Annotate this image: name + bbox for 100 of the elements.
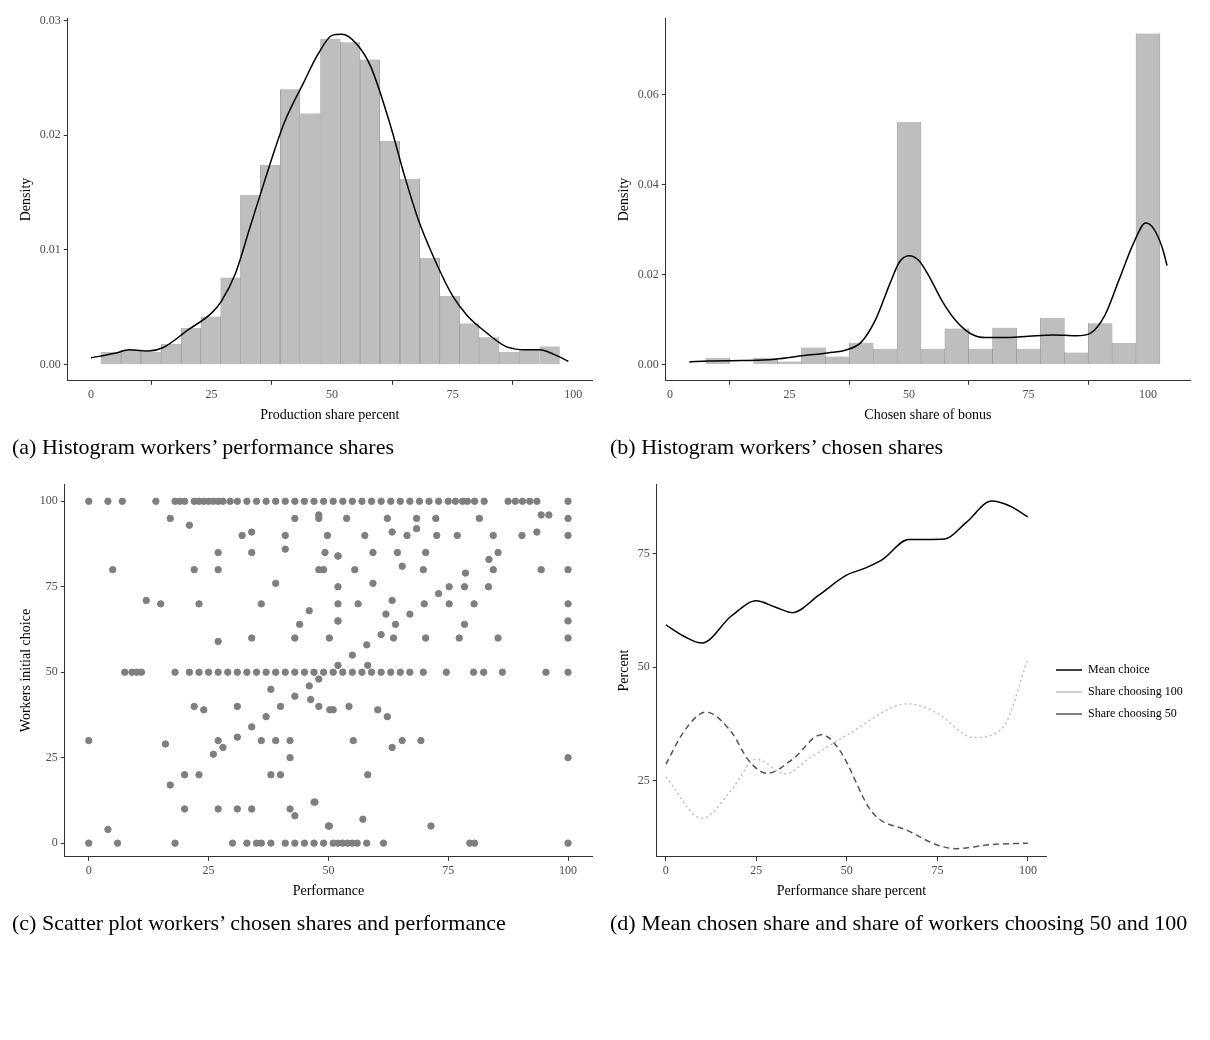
point bbox=[85, 839, 93, 847]
y-tick-label: 0.00 bbox=[637, 356, 659, 371]
point bbox=[276, 702, 285, 711]
point bbox=[185, 668, 194, 676]
point bbox=[377, 497, 385, 505]
text: (b) Histogram workers’ chosen shares bbox=[610, 434, 945, 460]
text: (a) Histogram workers’ performance shares bbox=[12, 434, 395, 460]
point bbox=[195, 668, 203, 676]
y-tick-label: 25 bbox=[637, 772, 650, 787]
point bbox=[425, 497, 433, 505]
point bbox=[319, 668, 328, 676]
y-tick-label: 0.01 bbox=[39, 242, 61, 257]
point bbox=[262, 497, 270, 505]
y-tick-label: 0.02 bbox=[637, 266, 659, 281]
point bbox=[113, 839, 122, 847]
point bbox=[444, 497, 452, 505]
point bbox=[479, 668, 488, 676]
point bbox=[243, 839, 251, 847]
point bbox=[271, 497, 280, 505]
point bbox=[358, 668, 366, 676]
point bbox=[542, 668, 550, 676]
point bbox=[442, 668, 450, 676]
point bbox=[379, 839, 388, 847]
point bbox=[396, 668, 404, 676]
point bbox=[419, 668, 427, 676]
point bbox=[281, 668, 289, 676]
point bbox=[228, 839, 237, 847]
point bbox=[434, 589, 443, 598]
line-series bbox=[665, 711, 1029, 850]
point bbox=[511, 497, 520, 505]
point bbox=[243, 668, 251, 676]
point bbox=[214, 668, 222, 676]
y-tick-label: 0.06 bbox=[637, 86, 659, 101]
x-tick-label: 100 bbox=[564, 387, 583, 402]
y-tick-label: 25 bbox=[45, 749, 58, 764]
point bbox=[291, 668, 299, 676]
point bbox=[291, 497, 299, 505]
point bbox=[104, 497, 112, 505]
point bbox=[396, 497, 404, 505]
x-tick-label: 50 bbox=[326, 387, 339, 402]
x-tick-label: 50 bbox=[840, 863, 853, 878]
point bbox=[281, 497, 289, 505]
x-tick-label: 75 bbox=[1022, 387, 1035, 402]
legend-label: Mean choice bbox=[1088, 662, 1150, 677]
point bbox=[267, 839, 275, 847]
line-series bbox=[688, 222, 1168, 363]
point bbox=[348, 497, 357, 505]
point bbox=[363, 641, 371, 649]
point bbox=[387, 668, 395, 676]
x-tick-label: 25 bbox=[783, 387, 796, 402]
text: (d) Mean chosen share and share of workers choosing 50 and 100 bbox=[610, 910, 1189, 936]
point bbox=[348, 668, 357, 676]
y-tick-label: 75 bbox=[637, 545, 650, 560]
line-series bbox=[665, 658, 1029, 819]
y-tick-label: 0.00 bbox=[39, 356, 61, 371]
x-axis-title: Production share percent bbox=[260, 407, 400, 423]
point bbox=[406, 497, 414, 505]
point bbox=[451, 497, 460, 505]
y-axis-title: Workers initial choice bbox=[18, 608, 34, 733]
line-series bbox=[665, 500, 1029, 644]
point bbox=[391, 620, 400, 629]
point bbox=[329, 497, 337, 505]
point bbox=[248, 723, 256, 731]
point bbox=[224, 668, 232, 676]
point bbox=[152, 497, 160, 505]
point bbox=[271, 668, 280, 676]
x-tick-label: 75 bbox=[446, 387, 459, 402]
point bbox=[252, 497, 261, 505]
y-tick-label: 50 bbox=[637, 659, 650, 674]
point bbox=[310, 839, 318, 847]
y-tick-label: 75 bbox=[45, 578, 58, 593]
x-tick-label: 25 bbox=[202, 863, 215, 878]
point bbox=[233, 733, 242, 741]
point bbox=[564, 668, 572, 676]
x-tick-label: 75 bbox=[931, 863, 944, 878]
point bbox=[377, 630, 385, 639]
point bbox=[367, 497, 376, 505]
point bbox=[504, 497, 512, 505]
point bbox=[319, 839, 328, 847]
point bbox=[281, 839, 289, 847]
point bbox=[204, 668, 213, 676]
x-axis-title: Performance share percent bbox=[776, 883, 927, 899]
point bbox=[415, 497, 424, 505]
point bbox=[406, 610, 414, 618]
point bbox=[310, 668, 318, 676]
x-tick-label: 25 bbox=[750, 863, 763, 878]
point bbox=[226, 497, 234, 505]
point bbox=[252, 668, 261, 676]
x-tick-label: 100 bbox=[559, 863, 578, 878]
point bbox=[498, 668, 507, 676]
point bbox=[310, 497, 318, 505]
point bbox=[233, 668, 242, 676]
point bbox=[219, 743, 227, 752]
x-tick-label: 75 bbox=[442, 863, 455, 878]
point bbox=[319, 497, 328, 505]
point bbox=[420, 600, 428, 608]
point bbox=[334, 661, 342, 670]
point bbox=[219, 497, 227, 505]
point bbox=[171, 668, 179, 676]
y-tick-label: 0.04 bbox=[637, 176, 659, 191]
